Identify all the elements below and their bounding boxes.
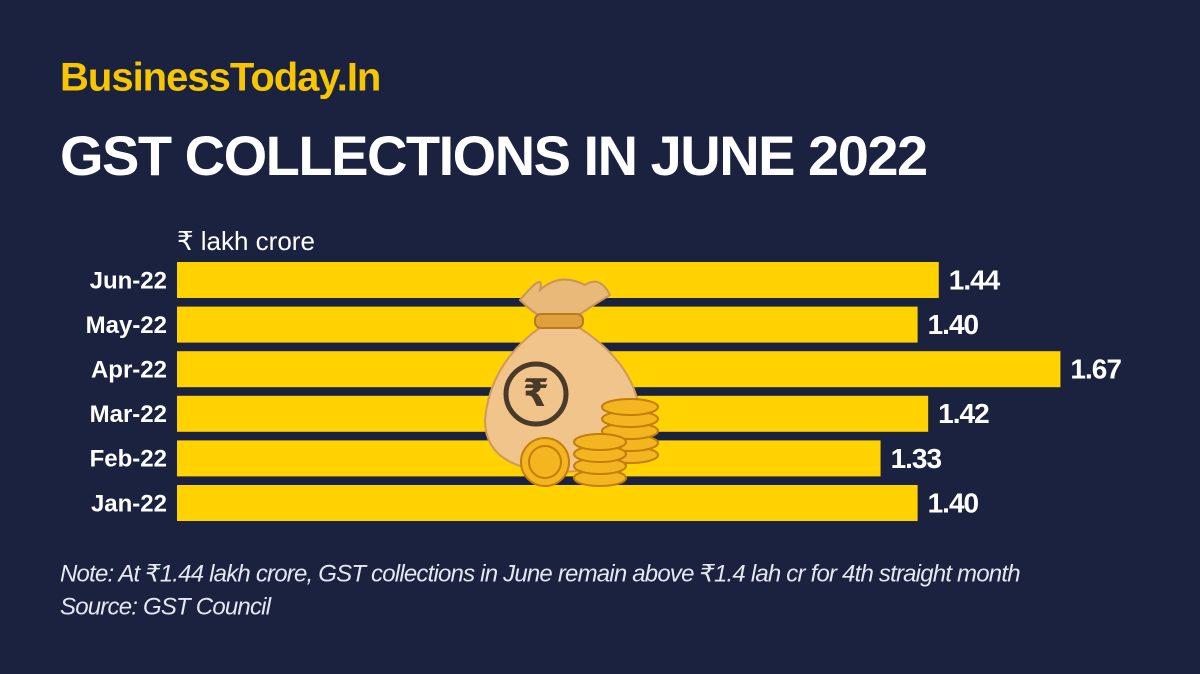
bar (177, 485, 918, 521)
value-label: 1.42 (938, 398, 989, 429)
category-label: Apr-22 (91, 357, 167, 384)
value-label: 1.40 (928, 309, 979, 340)
category-label: Mar-22 (90, 401, 167, 428)
category-label: Jun-22 (90, 267, 167, 294)
source: Source: GST Council (60, 593, 272, 620)
svg-text:₹: ₹ (523, 373, 549, 415)
category-label: May-22 (86, 312, 167, 339)
value-label: 1.40 (928, 487, 979, 518)
chart-title: GST COLLECTIONS IN JUNE 2022 (60, 124, 927, 187)
category-label: Jan-22 (91, 490, 167, 517)
unit-label: ₹ lakh crore (177, 226, 315, 256)
category-label: Feb-22 (90, 446, 167, 473)
money-bag-illustration: ₹ (483, 278, 659, 487)
note: Note: At ₹1.44 lakh crore, GST collectio… (60, 560, 1020, 587)
brand: BusinessToday.In (60, 56, 380, 100)
value-label: 1.67 (1070, 354, 1121, 385)
value-label: 1.33 (891, 443, 942, 474)
value-label: 1.44 (949, 264, 1001, 295)
